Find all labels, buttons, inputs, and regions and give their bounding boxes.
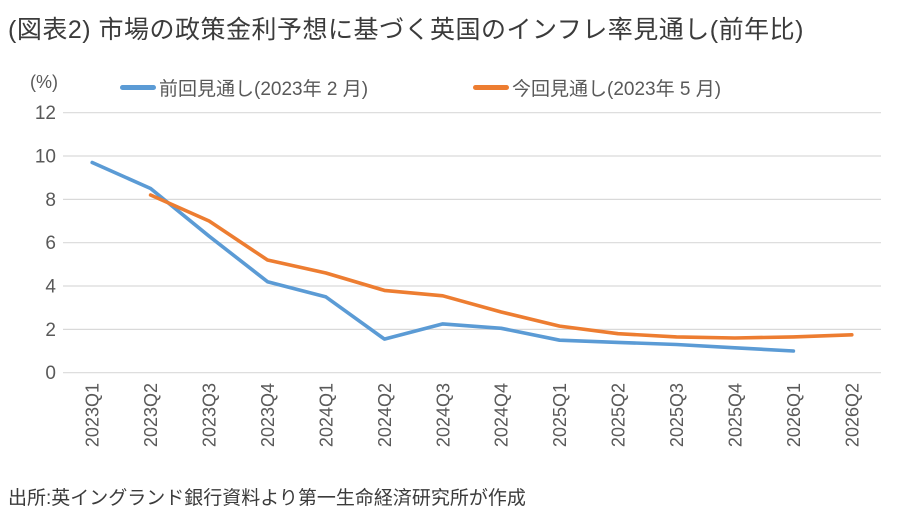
- y-tick-label: 4: [45, 277, 56, 298]
- legend-label-previous-forecast: 前回見通し(2023年 2 月): [159, 79, 369, 100]
- x-tick-label: 2024Q4: [492, 383, 512, 447]
- x-tick-label: 2024Q2: [375, 383, 395, 447]
- legend-swatch-current-forecast-icon: [473, 85, 509, 90]
- x-tick-label: 2025Q2: [609, 383, 629, 447]
- legend-label-current-forecast: 今回見通し(2023年 5 月): [512, 79, 722, 100]
- x-tick-label: 2025Q4: [725, 383, 745, 447]
- source-note: 出所:英イングランド銀行資料より第一生命経済研究所が作成: [8, 488, 526, 509]
- legend-item-previous-forecast: 前回見通し(2023年 2 月): [120, 74, 368, 101]
- x-tick-label: 2023Q3: [200, 383, 220, 447]
- x-tick-label: 2025Q1: [550, 383, 570, 447]
- x-tick-label: 2023Q1: [83, 383, 103, 447]
- y-tick-label: 6: [45, 233, 56, 254]
- x-tick-label: 2024Q3: [433, 383, 453, 447]
- x-tick-label: 2023Q4: [258, 383, 278, 447]
- y-tick-label: 2: [45, 320, 56, 341]
- x-tick-label: 2023Q2: [141, 383, 161, 447]
- y-tick-label: 0: [45, 363, 56, 384]
- page-title: (図表2) 市場の政策金利予想に基づく英国のインフレ率見通し(前年比): [8, 16, 804, 44]
- y-tick-label: 8: [45, 190, 56, 211]
- legend-item-current-forecast: 今回見通し(2023年 5 月): [473, 74, 721, 101]
- y-axis-unit-label: (%): [30, 72, 58, 92]
- x-tick-label: 2025Q3: [667, 383, 687, 447]
- legend-swatch-previous-forecast-icon: [120, 85, 156, 90]
- x-tick-label: 2026Q1: [784, 383, 804, 447]
- x-tick-label: 2024Q1: [316, 383, 336, 447]
- line-previous-forecast: [90, 160, 796, 353]
- line-current-forecast: [148, 193, 854, 340]
- y-tick-label: 12: [35, 103, 56, 124]
- y-tick-label: 10: [35, 147, 56, 168]
- x-tick-label: 2026Q2: [842, 383, 862, 447]
- line-chart-plot-area: 0 2 4 6 8 10 12 2023Q1 2023Q2 2023Q3 2023Q4 2024Q1 2…: [35, 103, 881, 447]
